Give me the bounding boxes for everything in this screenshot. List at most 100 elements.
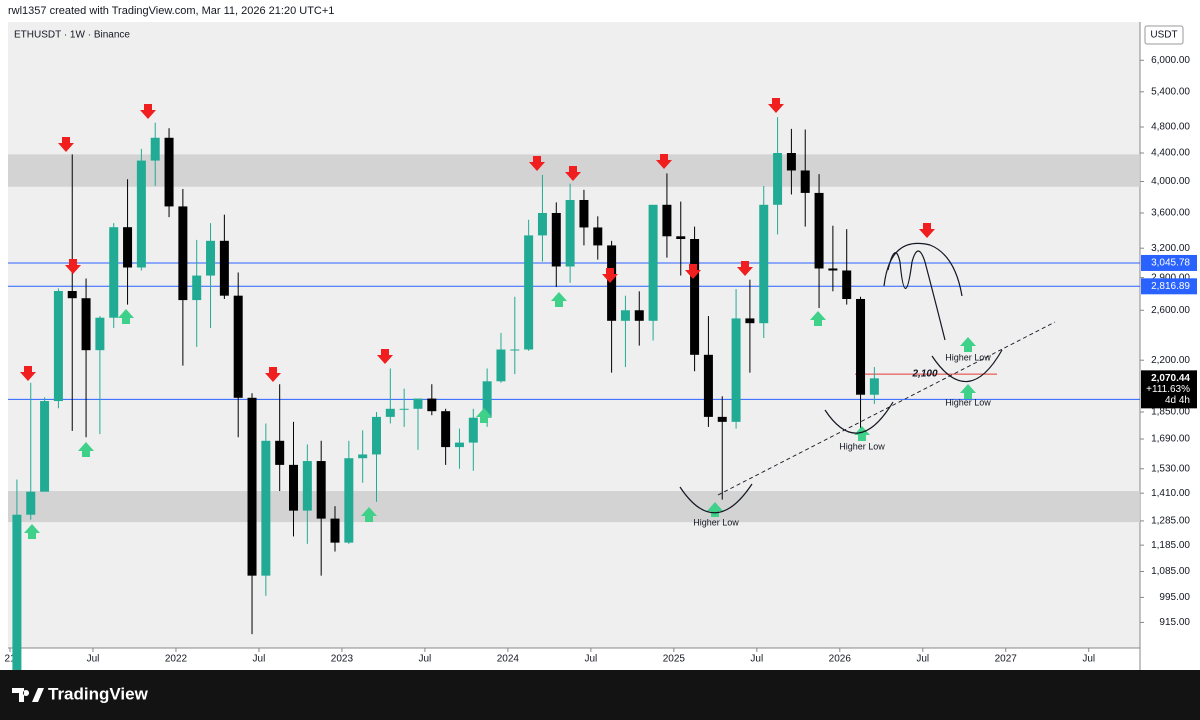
sell-arrow — [265, 367, 281, 382]
y-tick-label: 1,085.00 — [1151, 566, 1190, 577]
candle-body — [579, 199, 589, 228]
y-tick-label: 4,400.00 — [1151, 148, 1190, 159]
candle-body — [441, 411, 451, 448]
candle-body — [81, 298, 91, 351]
candle-body — [648, 204, 658, 321]
candle-body — [289, 464, 299, 511]
candle-body — [607, 245, 617, 321]
candle-body — [164, 137, 174, 207]
candle-body — [814, 192, 824, 269]
x-tick-label: Jul — [87, 654, 100, 665]
y-tick-label: 915.00 — [1159, 617, 1190, 628]
candle-body — [703, 354, 713, 417]
candle-body — [261, 440, 271, 576]
sell-arrow — [656, 154, 672, 169]
candle-body — [620, 310, 630, 321]
candle-body — [676, 236, 686, 239]
price-label-box — [1141, 254, 1197, 271]
candle-body — [454, 442, 464, 448]
x-tick-label: 2024 — [497, 654, 520, 665]
y-tick-label: 1,185.00 — [1151, 540, 1190, 551]
candle-body — [413, 398, 423, 409]
change: +111.63% — [1146, 384, 1190, 395]
last-price-box — [1141, 370, 1197, 409]
y-tick-label: 5,400.00 — [1151, 86, 1190, 97]
y-tick-label: 2,200.00 — [1151, 355, 1190, 366]
price-label: 3,045.78 — [1151, 258, 1190, 269]
zone — [8, 491, 1140, 523]
y-tick-label: 4,000.00 — [1151, 176, 1190, 187]
buy-arrow — [960, 384, 976, 399]
arc — [824, 401, 894, 434]
candle-body — [53, 291, 63, 402]
price-label: 2,816.89 — [1151, 281, 1190, 292]
candle-body — [717, 416, 727, 422]
currency[interactable]: USDT — [1150, 30, 1177, 41]
candle-body — [219, 240, 229, 296]
candle-body — [136, 160, 146, 268]
candle-body — [468, 417, 478, 443]
buy-arrow — [810, 311, 826, 326]
candle-body — [482, 381, 492, 418]
sell-arrow — [140, 104, 156, 119]
candle-body — [690, 238, 700, 355]
candle-body — [371, 416, 381, 455]
x-tick-label: 21 — [4, 654, 16, 665]
sell-arrow — [565, 166, 581, 181]
candle-body — [316, 461, 326, 519]
candle-body — [427, 398, 437, 412]
y-tick-label: 995.00 — [1159, 592, 1190, 603]
candle-body — [537, 212, 547, 236]
annotation: Higher Low — [945, 397, 991, 407]
y-tick-label: 2,900.00 — [1151, 272, 1190, 283]
x-tick-label: Jul — [253, 654, 266, 665]
brand: TradingView — [48, 684, 149, 703]
annotation: Higher Low — [693, 517, 739, 527]
credit: rwl1357 created with TradingView.com, Ma… — [8, 5, 334, 17]
buy-arrow — [361, 507, 377, 522]
candle-body — [773, 153, 783, 205]
candle-body — [385, 408, 395, 417]
y-tick-label: 1,285.00 — [1151, 516, 1190, 527]
candle-body — [510, 349, 520, 351]
target-label: 2,100 — [911, 369, 937, 380]
sell-arrow — [65, 259, 81, 274]
x-tick-label: 2022 — [165, 654, 188, 665]
drawings — [679, 242, 1056, 514]
candle-body — [496, 349, 506, 382]
currency-box[interactable] — [1144, 25, 1184, 45]
candle-body — [247, 397, 257, 576]
sell-arrow — [737, 261, 753, 276]
candle-body — [233, 295, 243, 398]
candle-body — [150, 137, 160, 161]
symbol: ETHUSDT · 1W · Binance — [14, 30, 130, 41]
candle-body — [524, 235, 534, 350]
sell-arrow — [685, 264, 701, 279]
buy-arrow — [24, 524, 40, 539]
buy-arrow — [78, 442, 94, 457]
logo — [12, 688, 44, 702]
last-price: 2,070.44 — [1151, 373, 1190, 384]
candle-body — [109, 227, 119, 318]
candle-body — [786, 153, 796, 171]
x-tick-label: Jul — [419, 654, 432, 665]
sell-arrow — [58, 137, 74, 152]
candle-body — [759, 204, 769, 324]
candle-body — [800, 170, 810, 193]
trendline — [717, 321, 1056, 496]
x-tick-label: Jul — [584, 654, 597, 665]
x-tick-label: 2026 — [829, 654, 852, 665]
candle-body — [745, 318, 755, 324]
x-tick-label: Jul — [916, 654, 929, 665]
candle-body — [399, 408, 409, 410]
candle-body — [565, 199, 575, 267]
candle-body — [40, 401, 50, 492]
x-tick-label: Jul — [1082, 654, 1095, 665]
sell-arrow — [919, 223, 935, 238]
candle-body — [842, 270, 852, 299]
candle-body — [358, 454, 368, 459]
x-tick-label: 2023 — [331, 654, 354, 665]
sell-arrow — [20, 366, 36, 381]
annotation: Higher Low — [945, 352, 991, 362]
